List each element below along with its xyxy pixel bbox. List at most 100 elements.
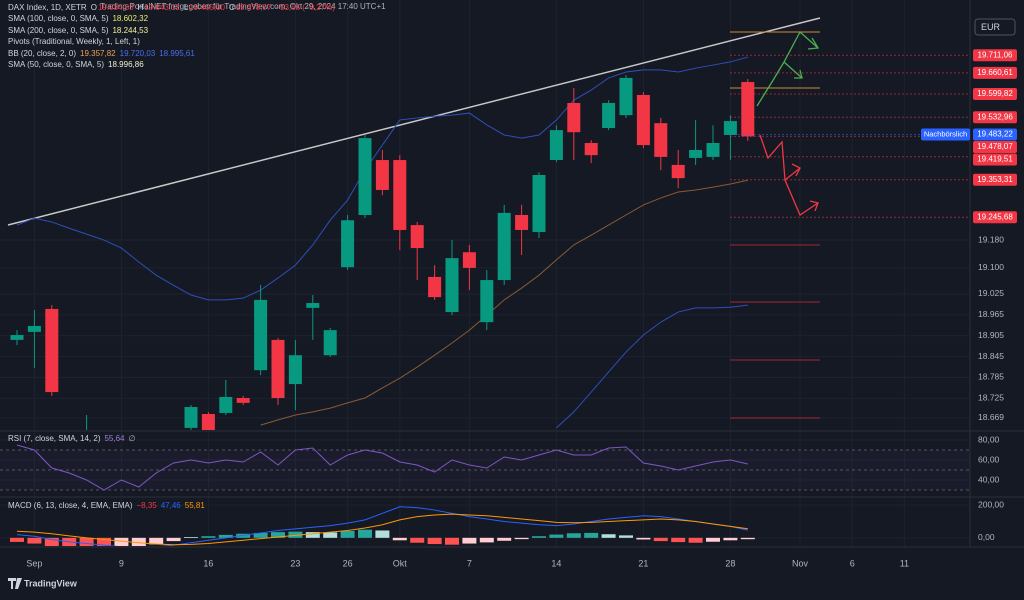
x-tick-label: 11 [900,558,909,568]
candle-body [741,81,755,137]
candle-body [619,77,633,116]
histogram-bar [79,537,94,546]
histogram-bar [271,532,285,538]
histogram-bar [410,537,425,543]
candle-body [219,396,233,413]
y-tick-label: 19.100 [978,262,1004,272]
session-tag-box [921,128,970,141]
indicator-value: 18.995,61 [159,48,195,58]
price-badge-label: 19.532,96 [977,112,1013,121]
symbol: DAX Index, 1D, XETR [8,3,87,12]
candle-body [306,303,320,308]
overlay-line [260,179,748,426]
rsi-legend: RSI (7, close, SMA, 14, 2) 55,64 ∅ [8,434,139,443]
x-tick-label: 9 [119,558,124,568]
y-tick-label: 18.669 [978,412,1004,422]
price-badge [973,141,1017,154]
histogram-bar [653,537,668,542]
currency-box[interactable] [974,18,1016,36]
rsi-line [16,444,748,491]
candle-body [393,160,407,230]
x-tick-label: Sep [26,558,42,568]
candle-body [184,407,198,428]
y-tick-label: 19.025 [978,288,1004,298]
rsi-pane [0,444,970,491]
histogram-bar [566,533,581,538]
legend-row: DAX Index, 1D, XETR O19.634,33 H19.643,12 L… [8,2,339,13]
price-badge [973,173,1017,186]
ohlc-key: O [90,3,97,12]
indicator-name: Pivots (Traditional, Weekly, 1, Left, 1) [8,37,140,47]
indicator-name: SMA (200, close, 0, SMA, 5) [8,25,109,35]
macd-legend: MACD (6, 13, close, 4, EMA, EMA) −8,35 47,… [8,501,209,510]
change: −53,55 (−0,27%) [275,3,335,12]
candle-body [706,142,720,157]
scenario-arrow [759,134,801,182]
histogram-bar [27,537,42,544]
candle-body [254,299,268,371]
y-tick-label: 18.845 [978,351,1004,361]
y-tick-label: 18.725 [978,393,1004,403]
trend-line [7,17,821,226]
price-badge-label: 19.599,82 [977,89,1013,98]
histogram-bar [218,534,233,538]
y-tick-label: 18.785 [978,372,1004,382]
x-tick-label: 21 [638,558,648,568]
x-tick-label: 14 [551,558,561,568]
candle-body [480,280,494,323]
histogram-bar [462,537,477,544]
x-tick-label: Nov [792,558,809,568]
price-badge-label: 19.711,06 [978,50,1014,59]
candle-body [497,212,511,281]
footer-brand: TradingView [24,578,78,588]
x-tick-label: 6 [850,558,855,568]
histogram-bar [184,537,198,538]
overlay-line [16,56,748,301]
x-tick-label: 16 [203,558,213,568]
macd-line [16,513,748,546]
price-badge [973,111,1017,124]
indicator-value: −8,35 [136,501,157,510]
price-badge-label: 19.419,51 [977,155,1013,164]
price-badge [973,49,1017,62]
candle-body [515,215,529,230]
histogram-bar [131,537,146,546]
histogram-bar [427,537,442,545]
price-badge [973,128,1017,141]
candle-body [602,102,616,129]
y-tick-label: 18.905 [978,330,1004,340]
indicator-value: 55,64 [104,434,125,443]
price-badge [973,66,1017,79]
arrow-head [809,200,819,212]
x-tick-label: 28 [725,558,735,568]
grid [0,0,970,546]
ohlc-key: L [183,3,189,12]
indicator-value: 47,46 [160,501,181,510]
histogram-bar [479,537,494,543]
y-tick-label: 19.180 [978,234,1004,244]
histogram-bar [97,537,111,546]
candle-body [689,149,703,158]
histogram-bar [358,529,372,538]
histogram-bar [584,532,599,538]
macd-line [16,506,748,546]
ohlc-value: 19.478,07 [235,3,272,12]
histogram-bar [149,537,164,545]
histogram-bar [688,537,703,543]
indicator-value: 18.602,32 [112,14,149,24]
y-tick-label: 80,00 [978,434,1000,444]
ohlc-value: 19.643,12 [144,3,180,12]
histogram-bar [201,536,216,538]
y-tick-label: 18.965 [978,309,1004,319]
price-badge-label: 19.660,61 [977,68,1013,77]
x-tick-label: 23 [290,558,300,568]
candle-body [636,94,650,146]
legend-row: Pivots (Traditional, Weekly, 1, Left, 1) [8,36,339,47]
x-tick-label: 26 [343,558,353,568]
indicator-value: 18.244,53 [112,25,149,35]
candle-body [375,160,389,190]
indicator-value: 19.720,03 [119,48,156,58]
